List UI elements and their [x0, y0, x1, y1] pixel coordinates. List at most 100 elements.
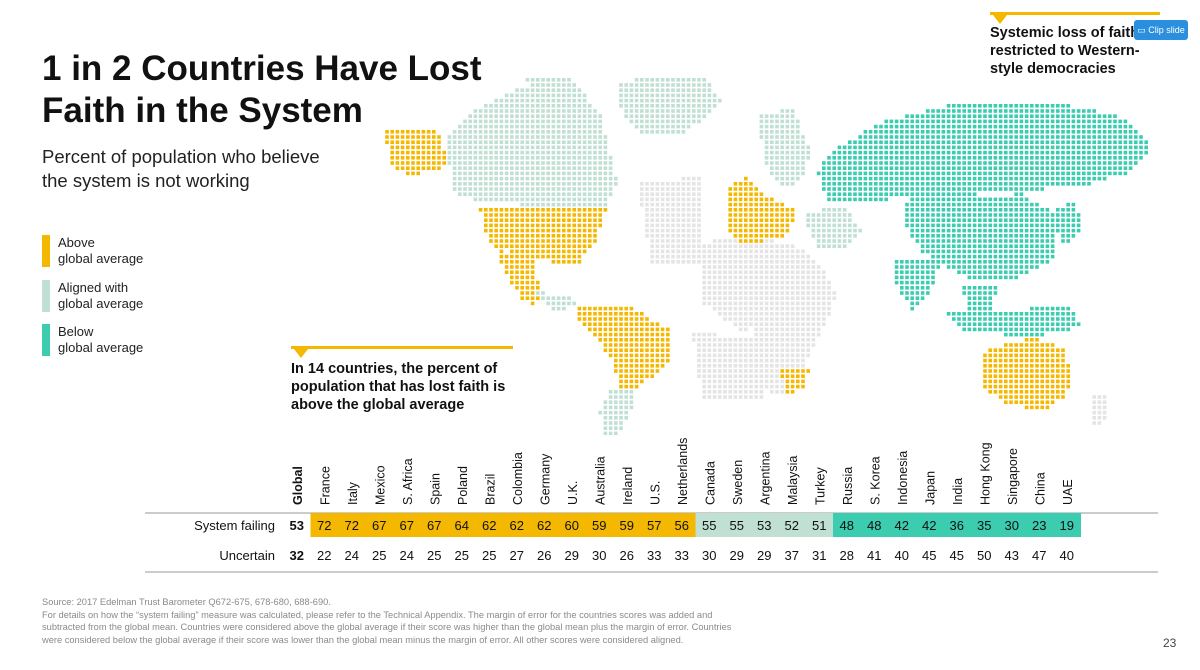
map-dot	[926, 114, 930, 118]
map-dot	[1014, 244, 1018, 248]
map-dot	[494, 244, 498, 248]
map-dot	[1009, 161, 1013, 165]
map-dot	[905, 156, 909, 160]
map-dot	[1030, 161, 1034, 165]
map-dot	[562, 135, 566, 139]
map-dot	[926, 192, 930, 196]
map-dot	[796, 353, 800, 358]
map-dot	[1092, 171, 1096, 176]
map-dot	[556, 83, 561, 87]
map-dot	[905, 171, 909, 176]
map-dot	[780, 145, 784, 150]
system-failing-value: 48	[867, 518, 881, 533]
map-dot	[640, 192, 644, 196]
map-dot	[676, 218, 680, 222]
map-dot	[707, 88, 712, 92]
map-dot	[1134, 140, 1138, 144]
map-dot	[718, 239, 722, 243]
map-dot	[463, 124, 467, 129]
map-dot	[978, 156, 982, 160]
map-dot	[920, 140, 925, 144]
map-dot	[905, 187, 909, 191]
map-dot	[494, 223, 498, 228]
map-dot	[541, 291, 545, 295]
map-dot	[598, 176, 602, 181]
map-dot	[702, 78, 706, 82]
map-dot	[1009, 145, 1013, 150]
map-dot	[879, 182, 883, 186]
map-dot	[780, 182, 784, 186]
map-dot	[546, 218, 550, 222]
map-dot	[967, 166, 972, 170]
map-dot	[541, 135, 545, 139]
map-dot	[536, 93, 540, 98]
world-dot-map	[385, 78, 1148, 435]
map-dot	[650, 197, 654, 202]
map-dot	[510, 119, 514, 124]
map-dot	[385, 130, 389, 134]
map-dot	[1071, 317, 1076, 321]
map-dot	[718, 286, 722, 290]
map-dot	[1035, 265, 1039, 269]
map-dot	[640, 327, 644, 332]
map-dot	[1082, 166, 1086, 170]
map-dot	[1030, 379, 1034, 384]
map-dot	[998, 218, 1003, 222]
map-dot	[676, 83, 680, 87]
map-dot	[629, 358, 634, 363]
map-dot	[655, 254, 660, 259]
map-dot	[978, 114, 982, 118]
map-dot	[676, 228, 680, 233]
map-dot	[858, 182, 862, 186]
map-dot	[733, 260, 738, 264]
map-dot	[728, 244, 732, 248]
map-dot	[1035, 343, 1039, 347]
map-dot	[478, 187, 483, 191]
map-dot	[775, 135, 779, 139]
map-dot	[842, 239, 847, 243]
map-dot	[697, 234, 701, 238]
map-dot	[837, 228, 842, 233]
map-dot	[478, 130, 483, 134]
map-dot	[666, 104, 670, 108]
map-dot	[915, 119, 920, 124]
map-dot	[1009, 124, 1013, 129]
map-dot	[499, 228, 504, 233]
map-dot	[530, 270, 535, 274]
map-dot	[1066, 109, 1070, 113]
legend-item-aligned: Aligned with global average	[42, 280, 143, 312]
map-dot	[603, 400, 608, 404]
map-dot	[733, 182, 738, 186]
map-dot	[598, 213, 602, 217]
map-dot	[520, 218, 524, 222]
map-dot	[1045, 213, 1050, 217]
map-dot	[957, 254, 961, 259]
map-dot	[671, 254, 675, 259]
map-dot	[562, 234, 566, 238]
map-dot	[504, 161, 509, 165]
map-dot	[676, 260, 680, 264]
map-dot	[588, 161, 592, 165]
clip-slide-button[interactable]: ▭ Clip slide	[1134, 20, 1188, 40]
map-dot	[967, 197, 972, 202]
map-dot	[967, 275, 972, 280]
map-dot	[650, 78, 654, 82]
map-dot	[562, 202, 566, 207]
map-dot	[972, 166, 977, 170]
map-dot	[702, 364, 706, 368]
map-dot	[666, 83, 670, 87]
map-dot	[707, 244, 712, 248]
map-dot	[655, 182, 660, 186]
map-dot	[988, 270, 992, 274]
map-dot	[764, 114, 769, 118]
map-dot	[1035, 104, 1039, 108]
map-dot	[1092, 114, 1096, 118]
map-dot	[562, 130, 566, 134]
map-dot	[801, 286, 805, 290]
map-dot	[884, 150, 888, 155]
map-dot	[1019, 171, 1024, 176]
map-dot	[551, 114, 556, 118]
map-dot	[848, 156, 852, 160]
map-dot	[879, 150, 883, 155]
map-dot	[634, 332, 639, 337]
